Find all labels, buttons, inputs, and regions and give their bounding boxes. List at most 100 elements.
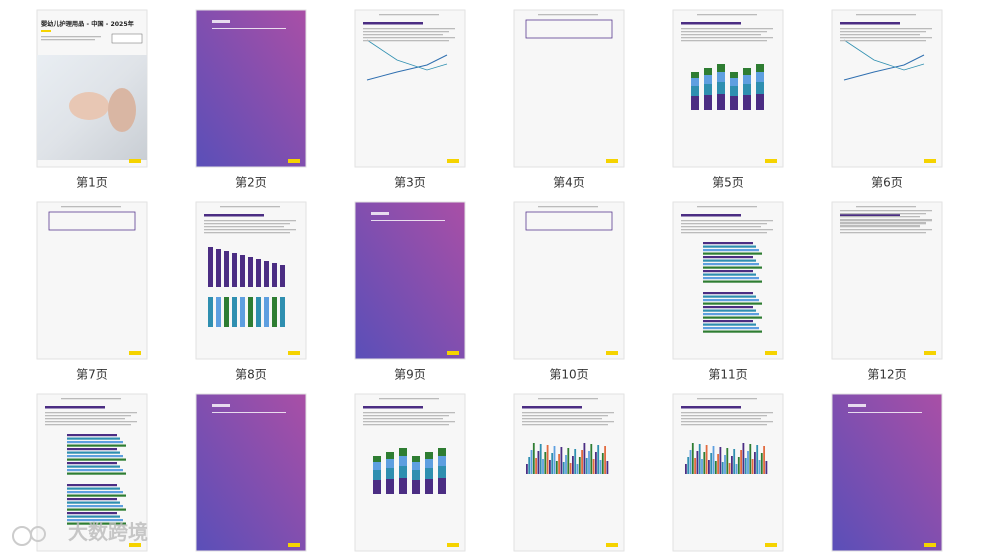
page <box>513 201 625 360</box>
page-thumbnail[interactable] <box>36 393 148 552</box>
bar <box>744 458 747 474</box>
bar <box>703 295 756 298</box>
bar-segment <box>438 448 446 456</box>
page <box>354 9 466 168</box>
bar <box>280 297 285 327</box>
page-thumbnail[interactable] <box>354 393 466 552</box>
bar-segment <box>743 68 751 75</box>
page-label: 第1页 <box>76 176 108 190</box>
page-thumbnail[interactable] <box>831 201 943 360</box>
bar <box>240 255 245 287</box>
text-line <box>840 40 926 42</box>
bar <box>67 519 123 522</box>
page-thumbnail[interactable]: 婴幼儿护理用品 - 中国 - 2025年 <box>36 9 148 168</box>
bar <box>67 437 120 440</box>
bar <box>742 443 745 474</box>
page-thumbnail[interactable] <box>513 201 625 360</box>
page-thumbnail[interactable] <box>672 201 784 360</box>
bar-segment <box>704 75 712 84</box>
bar-segment <box>704 95 712 110</box>
footer-button <box>129 543 141 547</box>
bar <box>535 458 537 474</box>
page-thumbnail[interactable] <box>831 393 943 552</box>
text-line <box>840 216 920 218</box>
bar <box>760 453 763 474</box>
page-thumbnail[interactable] <box>513 393 625 552</box>
bar <box>763 446 765 474</box>
page-thumbnail[interactable] <box>672 9 784 168</box>
page-thumbnail[interactable] <box>513 9 625 168</box>
bar <box>599 460 602 474</box>
bar <box>703 266 762 269</box>
page-thumbnail[interactable] <box>354 9 466 168</box>
bar-segment <box>717 72 725 82</box>
bar <box>590 444 593 474</box>
bar-segment <box>438 466 446 478</box>
bar <box>717 454 719 474</box>
bar <box>687 457 690 474</box>
bar <box>264 261 269 287</box>
cover-title: 婴幼儿护理用品 - 中国 - 2025年 <box>41 20 135 28</box>
footer-button <box>288 159 300 163</box>
bar <box>756 445 759 474</box>
page-label: 第10页 <box>549 368 588 382</box>
section-title <box>848 404 866 407</box>
bar <box>67 455 123 458</box>
page-thumbnail[interactable] <box>195 201 307 360</box>
bar <box>701 459 703 474</box>
heading <box>840 214 900 217</box>
bar <box>562 462 565 474</box>
bar <box>67 472 126 475</box>
text-line <box>681 418 761 420</box>
page-thumbnail[interactable] <box>831 9 943 168</box>
text-line <box>681 424 767 426</box>
line <box>843 39 925 71</box>
bar <box>526 464 528 474</box>
footer-button <box>765 543 777 547</box>
footer-button <box>924 351 936 355</box>
bar <box>569 463 572 474</box>
bar <box>272 297 277 327</box>
text-line <box>363 412 455 414</box>
line <box>366 39 448 71</box>
bar-segment <box>717 82 725 94</box>
bar <box>726 448 729 474</box>
bar <box>703 309 756 312</box>
bar-segment <box>386 459 394 468</box>
bar <box>703 320 753 323</box>
bar <box>751 459 754 474</box>
text-line <box>538 14 598 16</box>
page-label: 第9页 <box>394 368 426 382</box>
text-line <box>363 424 449 426</box>
bar <box>67 494 126 497</box>
text-line <box>522 415 608 417</box>
bar-segment <box>386 479 394 494</box>
bar <box>698 444 701 474</box>
bar <box>544 452 547 474</box>
page-thumbnail[interactable] <box>195 393 307 552</box>
footer-button <box>765 159 777 163</box>
bar <box>703 256 753 259</box>
bar <box>224 251 229 287</box>
heading <box>45 406 105 409</box>
heading <box>681 214 741 217</box>
text-line <box>204 229 296 231</box>
page-thumbnail[interactable] <box>195 9 307 168</box>
text-line <box>840 31 926 33</box>
text-line <box>363 28 455 30</box>
bar <box>567 448 570 474</box>
line <box>366 54 448 81</box>
bar <box>574 449 577 474</box>
page-label: 第7页 <box>76 368 108 382</box>
bar <box>232 297 237 327</box>
bar <box>604 446 606 474</box>
page-thumbnail[interactable] <box>672 393 784 552</box>
bar-segment <box>399 478 407 494</box>
page-thumbnail[interactable] <box>354 201 466 360</box>
bar-segment <box>730 96 738 110</box>
accent <box>41 30 51 32</box>
bar <box>703 263 759 266</box>
page-thumbnail[interactable] <box>36 201 148 360</box>
bar <box>703 327 759 330</box>
